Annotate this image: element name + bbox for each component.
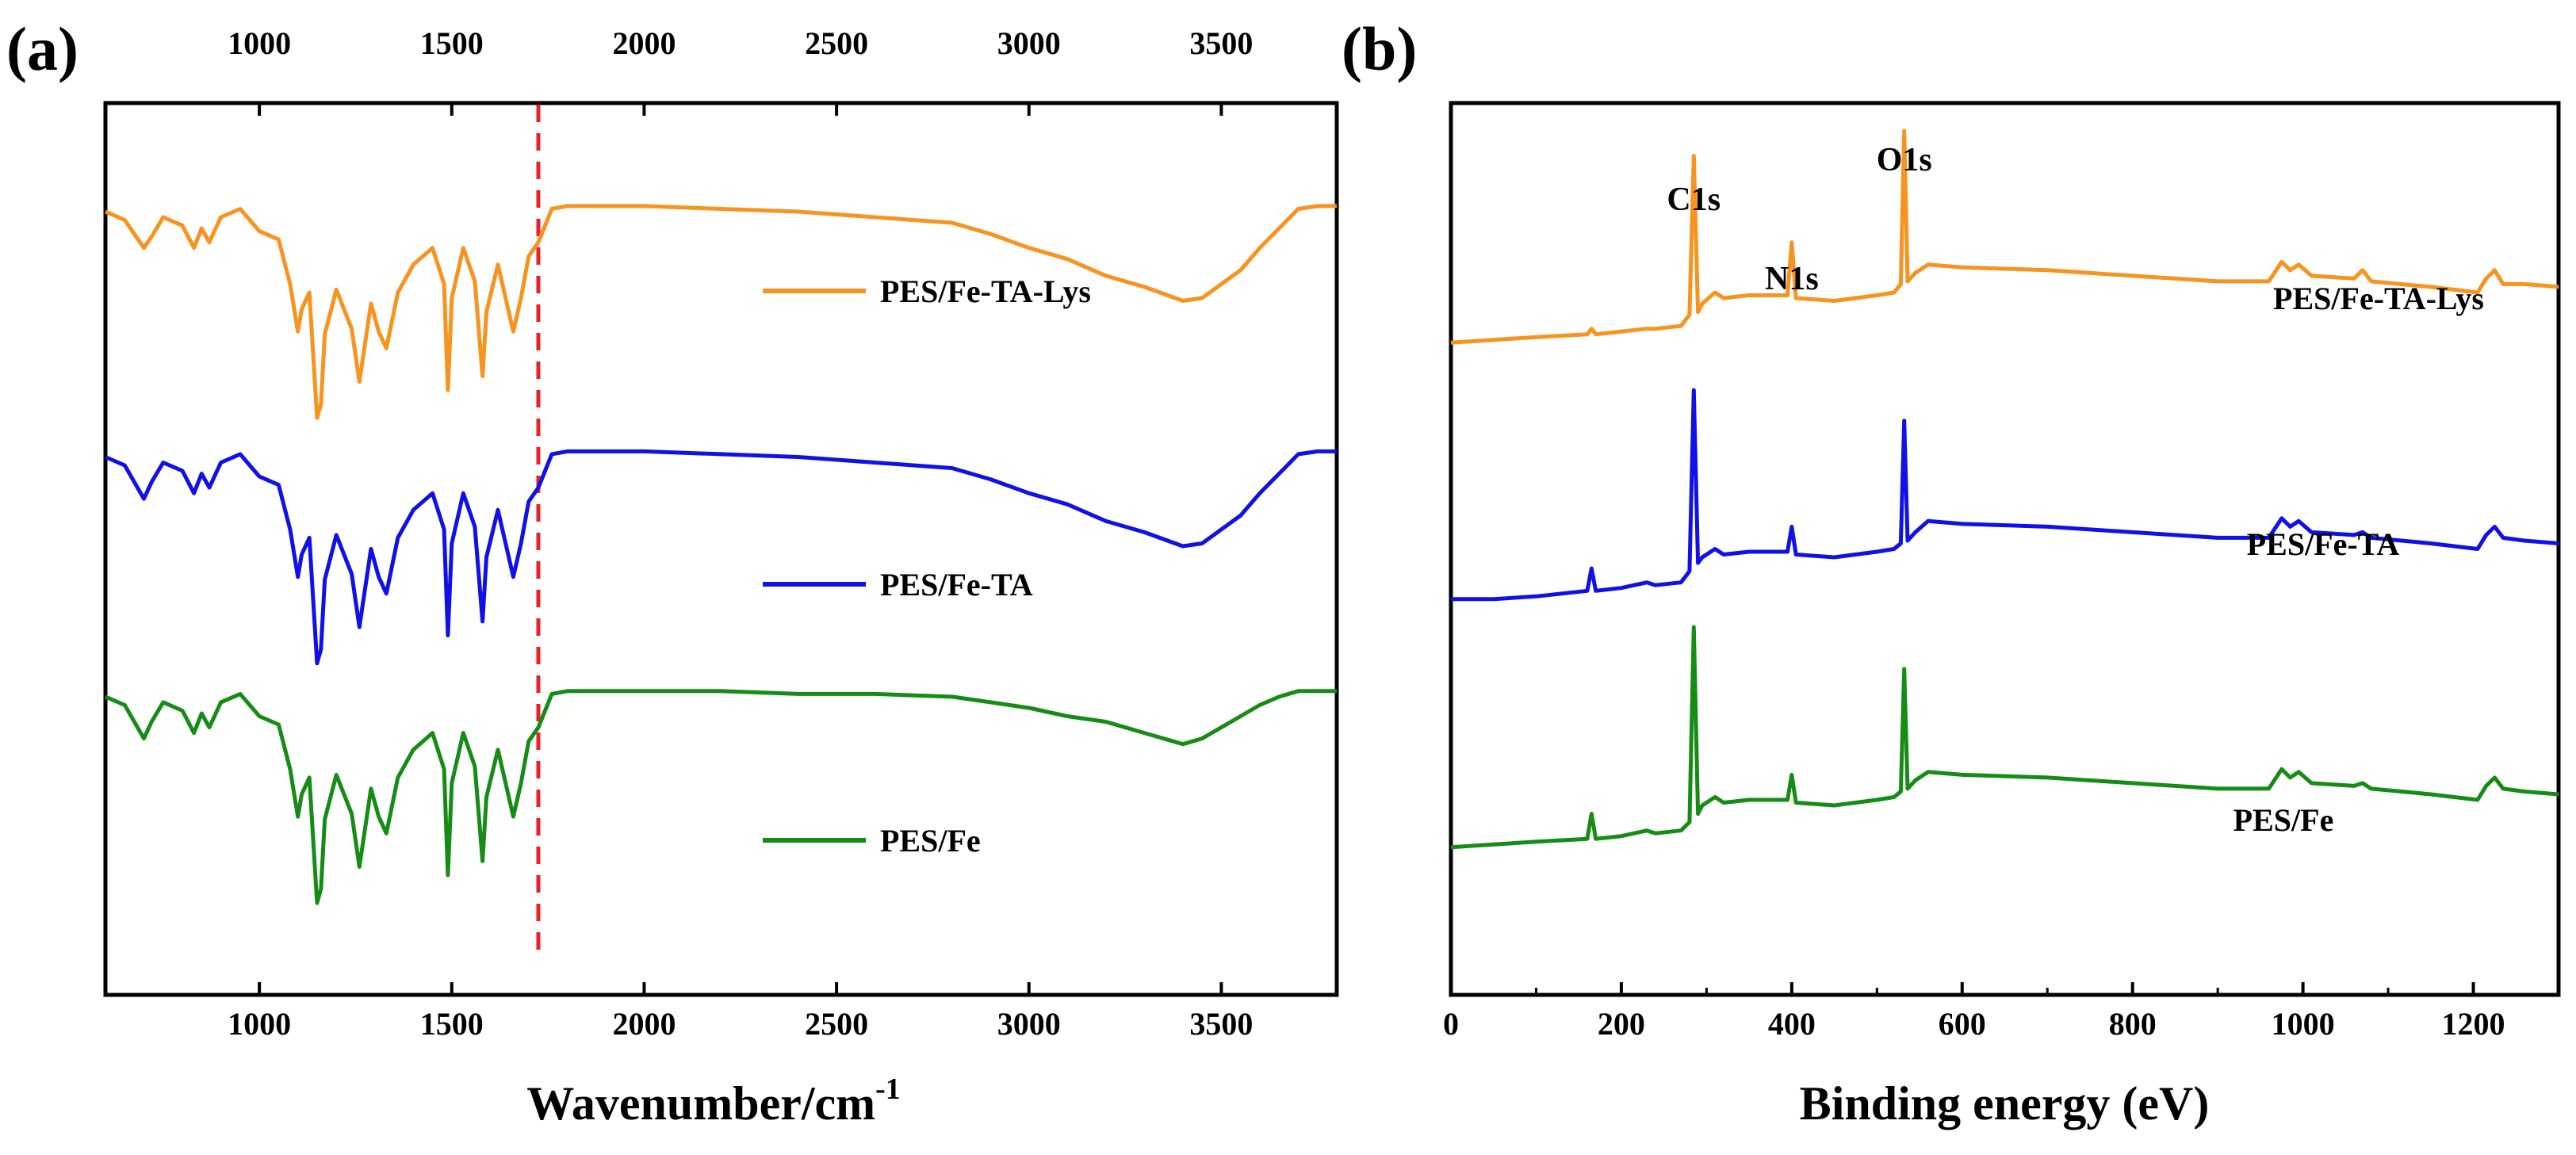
panel-a-series-group [105,204,1337,905]
panel-a-top-tick-label: 2500 [805,25,868,61]
panel-a-top-ticks: 1000 1500 2000 2500 3000 3500 [228,25,1253,116]
panel-b-series-label: PES/Fe-TA [2247,526,2400,562]
panel-b-series-labels: PES/Fe-TA-Lys PES/Fe-TA PES/Fe [2233,281,2484,838]
panel-b-peak-label: N1s [1765,261,1819,297]
panel-a-legend-label: PES/Fe-TA [880,567,1033,602]
panel-b-x-tick-label: 1000 [2272,1006,2335,1042]
panel-a-series-pes-fe-ta [105,449,1337,666]
panel-b-x-axis-title: Binding energy (eV) [1800,1077,2210,1130]
panel-a-x-tick-label: 3500 [1189,1006,1253,1042]
panel-b-series-label: PES/Fe-TA-Lys [2273,281,2484,316]
panel-a-series-pes-fe [105,689,1337,905]
panel-a-x-tick-label: 2500 [805,1006,868,1042]
panel-a-x-tick-label: 1000 [228,1006,291,1042]
panel-b-series-pes-fe-ta [1451,388,2559,602]
panel-b-series-pes-fe-ta-lys [1450,128,2559,345]
panel-b-peak-label: C1s [1667,182,1721,218]
panel-a-legend-label: PES/Fe-TA-Lys [880,273,1091,309]
panel-b-label: (b) [1342,14,1417,83]
panel-a-series-pes-fe-ta-lys [105,204,1337,420]
panel-a-bottom-ticks: 1000 1500 2000 2500 3000 3500 [228,982,1253,1042]
panel-a-plot-frame [103,101,1339,997]
panel-b-plot-frame [1449,101,2561,997]
panel-b-x-tick-label: 200 [1598,1006,1645,1042]
panel-a-x-tick-label: 1500 [420,1006,484,1042]
panel-b-peak-label: O1s [1877,142,1932,178]
panel-a-x-axis-title-main: Wavenumber/cm [526,1077,875,1130]
panel-b-series-pes-fe [1450,625,2559,850]
panel-b-x-tick-label: 1200 [2442,1006,2505,1042]
panel-a-top-tick-label: 3500 [1189,25,1253,61]
panel-a-label: (a) [6,14,78,83]
panel-a-legend-label: PES/Fe [880,823,981,859]
panel-b-peak-annotations: C1s N1s O1s [1667,142,1931,297]
panel-a-top-tick-label: 1500 [420,25,484,61]
panel-a-legend: PES/Fe-TA-Lys PES/Fe-TA PES/Fe [763,273,1091,859]
panel-b-series-label: PES/Fe [2233,802,2334,838]
panel-a-x-axis-title-superscript: -1 [875,1073,901,1106]
panel-b-x-tick-label: 600 [1939,1006,1986,1042]
panel-a-x-tick-label: 3000 [997,1006,1061,1042]
panel-a-x-tick-label: 2000 [612,1006,676,1042]
panel-b-x-tick-label: 800 [2109,1006,2157,1042]
panel-b-x-ticks: 0 200 400 600 800 1000 1200 [1443,982,2505,1042]
panel-a-x-axis-title: Wavenumber/cm-1 [526,1073,901,1130]
panel-a-top-tick-label: 3000 [997,25,1061,61]
panel-b-x-tick-label: 400 [1768,1006,1816,1042]
panel-b-x-tick-label: 0 [1443,1006,1459,1042]
panel-a-top-tick-label: 1000 [228,25,291,61]
panel-b-series-group [1450,128,2559,850]
panel-a-top-tick-label: 2000 [612,25,676,61]
